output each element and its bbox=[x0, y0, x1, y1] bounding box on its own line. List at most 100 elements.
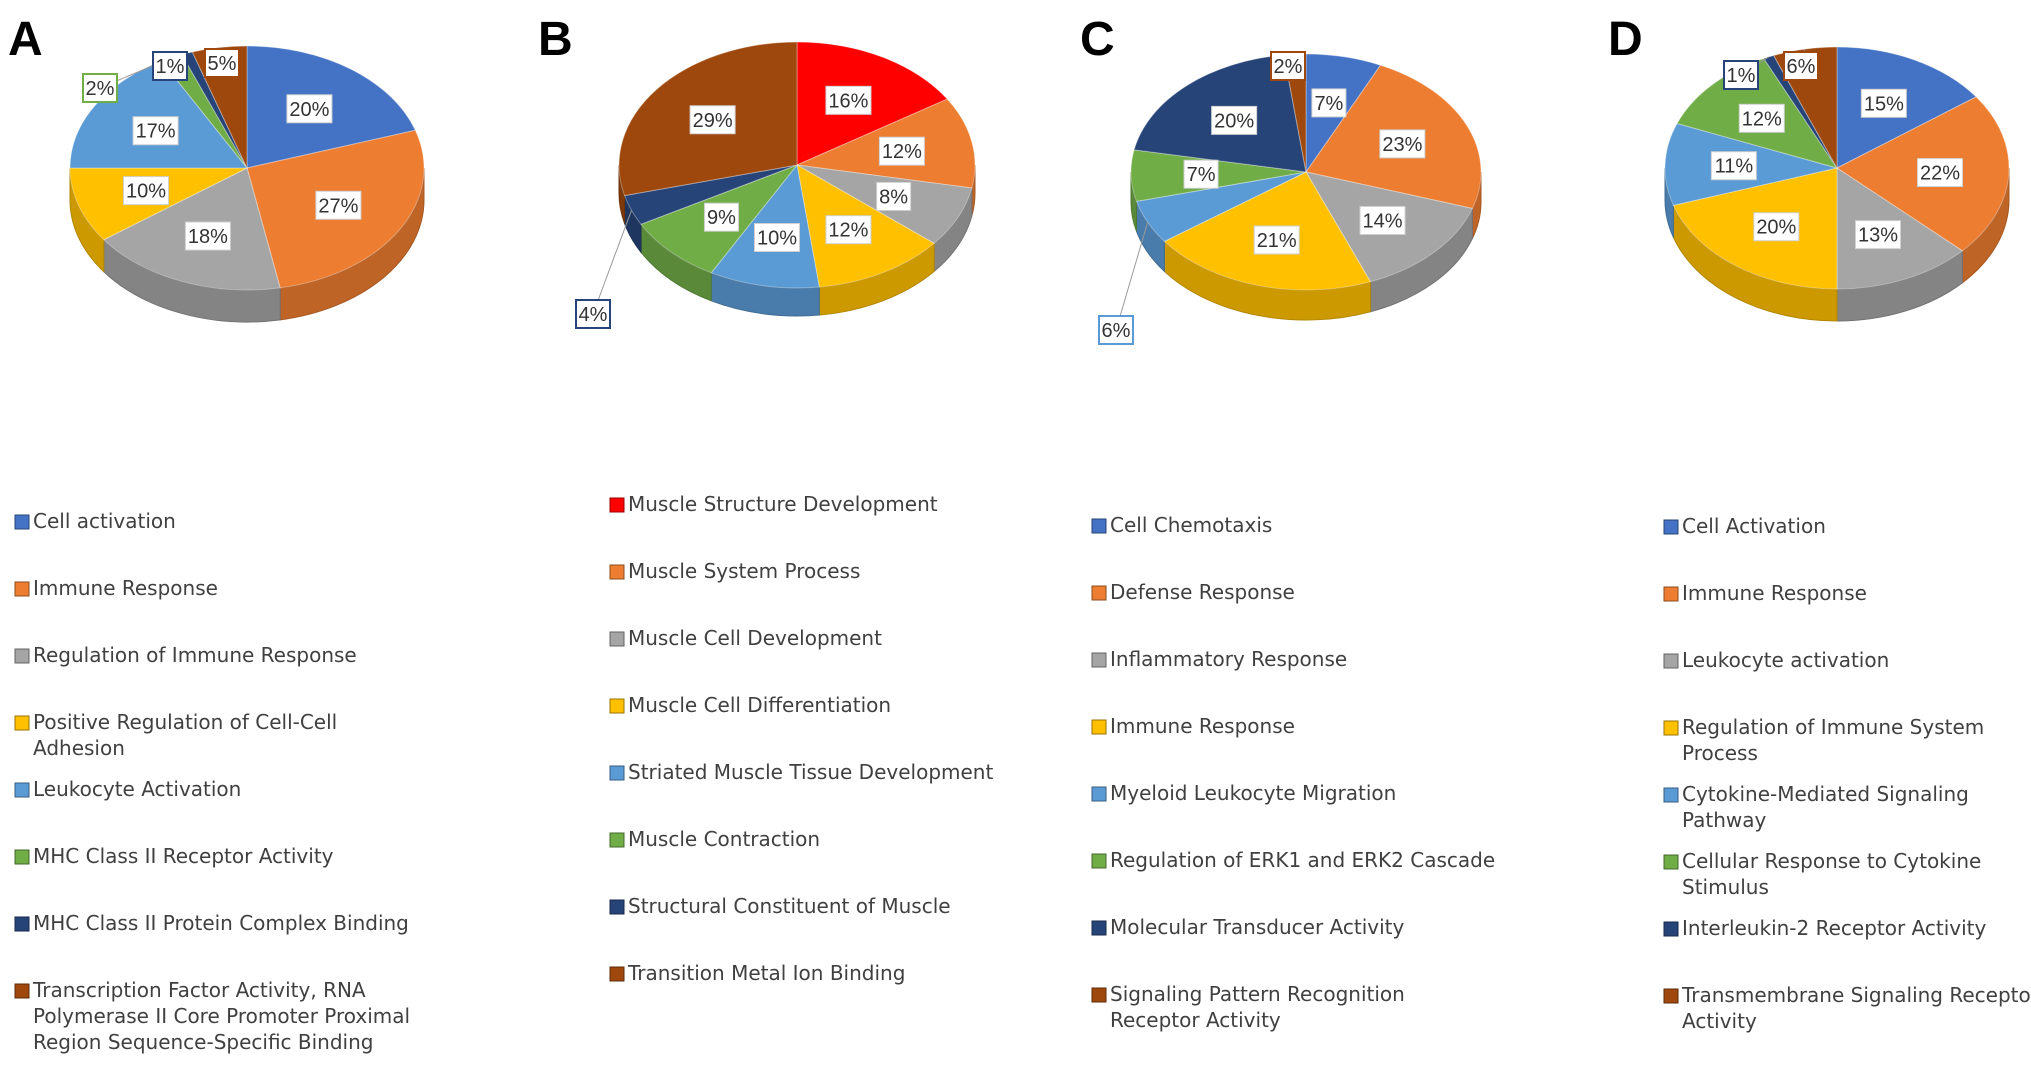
legend-entry: Myeloid Leukocyte Migration bbox=[1110, 781, 1396, 805]
legend-swatch bbox=[609, 966, 625, 982]
data-label: 5% bbox=[208, 53, 237, 75]
panel-label-d: D bbox=[1608, 13, 1643, 66]
data-label-box bbox=[1098, 315, 1134, 345]
legend-swatch bbox=[14, 648, 30, 664]
data-label: 7% bbox=[1314, 93, 1343, 115]
legend-swatch bbox=[609, 631, 625, 647]
legend-swatch bbox=[1663, 653, 1679, 669]
legend-entry: Muscle Cell Development bbox=[628, 626, 882, 650]
legend-swatch bbox=[14, 715, 30, 731]
data-label-box bbox=[1710, 151, 1757, 181]
data-label: 2% bbox=[1274, 56, 1303, 78]
data-label-box bbox=[703, 202, 739, 232]
legend-entry: Positive Regulation of Cell-Cell Adhesion bbox=[33, 710, 337, 760]
data-label: 20% bbox=[1214, 110, 1254, 132]
legend-swatch bbox=[1091, 853, 1107, 869]
data-label-box bbox=[1753, 212, 1800, 242]
leader-line bbox=[1115, 222, 1149, 331]
data-label-box bbox=[876, 181, 912, 211]
data-label: 14% bbox=[1363, 210, 1403, 232]
legend-swatch bbox=[609, 899, 625, 915]
data-label: 21% bbox=[1257, 230, 1297, 252]
data-label-box bbox=[825, 215, 872, 245]
legend-swatch bbox=[609, 832, 625, 848]
legend-swatch bbox=[14, 782, 30, 798]
data-label-box bbox=[825, 85, 872, 115]
legend-entry: Leukocyte activation bbox=[1682, 648, 1889, 672]
legend-entry: MHC Class II Receptor Activity bbox=[33, 844, 334, 868]
legend-entry: Immune Response bbox=[33, 576, 218, 600]
legend-entry: Transcription Factor Activity, RNA Polyme… bbox=[32, 978, 410, 1054]
legend-entry: Cellular Response to Cytokine Stimulus bbox=[1682, 849, 1981, 899]
data-label: 9% bbox=[707, 207, 736, 229]
legend-entry: Immune Response bbox=[1110, 714, 1295, 738]
data-label-box bbox=[1311, 88, 1347, 118]
data-label-box bbox=[82, 73, 118, 103]
data-label: 20% bbox=[1756, 217, 1796, 239]
data-label-box bbox=[315, 190, 362, 220]
legend-swatch bbox=[1663, 787, 1679, 803]
data-label: 20% bbox=[289, 99, 329, 121]
data-label: 11% bbox=[1715, 156, 1754, 178]
data-label-box bbox=[1379, 129, 1426, 159]
legend-entry: Transition Metal Ion Binding bbox=[627, 961, 905, 985]
legend-entry: Signaling Pattern Recognition Receptor Ac… bbox=[1110, 982, 1405, 1032]
data-label-box bbox=[1183, 159, 1219, 189]
legend-swatch bbox=[14, 514, 30, 530]
data-label-box bbox=[122, 176, 169, 206]
pie-depth-b bbox=[618, 164, 976, 317]
data-label-box bbox=[204, 48, 240, 78]
legend-entry: Cytokine-Mediated Signaling Pathway bbox=[1682, 782, 1969, 832]
legend-swatch bbox=[609, 765, 625, 781]
legend-swatch bbox=[1091, 518, 1107, 534]
data-label: 15% bbox=[1864, 93, 1904, 115]
data-label-box bbox=[575, 299, 611, 329]
data-label: 29% bbox=[693, 110, 733, 132]
legend-swatch bbox=[14, 849, 30, 865]
pie-chart-c: C 7% 23% 14% 21% 6% 7% 20% 2% Cell Chemotaxis Defe… bbox=[1080, 13, 1495, 1032]
data-label-box bbox=[286, 94, 333, 124]
data-label: 16% bbox=[828, 90, 868, 112]
legend-swatch bbox=[1091, 987, 1107, 1003]
legend-a: Cell activation Immune Response Regulation… bbox=[14, 509, 410, 1054]
pie-chart-b: B 16% 12% 8% 12% 10% 9% 4% 29% Muscle Structure D… bbox=[538, 13, 993, 985]
data-label: 6% bbox=[1102, 320, 1131, 342]
legend-entry: MHC Class II Protein Complex Binding bbox=[33, 911, 409, 935]
data-label-box bbox=[1738, 103, 1785, 133]
data-label-box bbox=[132, 116, 179, 146]
data-label-box bbox=[1270, 51, 1306, 81]
data-label-box bbox=[1253, 225, 1300, 255]
legend-swatch bbox=[609, 497, 625, 513]
legend-entry: Interleukin-2 Receptor Activity bbox=[1682, 916, 1987, 940]
legend-swatch bbox=[609, 698, 625, 714]
panel-label-a: A bbox=[8, 13, 43, 66]
data-label-box bbox=[1783, 51, 1819, 81]
legend-swatch bbox=[609, 564, 625, 580]
panel-label-c: C bbox=[1080, 13, 1115, 66]
legend-swatch bbox=[1663, 519, 1679, 535]
data-label-box bbox=[1916, 158, 1963, 188]
legend-entry: Structural Constituent of Muscle bbox=[628, 894, 951, 918]
legend-entry: Transmembrane Signaling Receptor Activity bbox=[1681, 983, 2031, 1033]
data-label: 6% bbox=[1787, 56, 1816, 78]
data-label-box bbox=[152, 51, 188, 81]
data-label: 12% bbox=[1742, 108, 1782, 130]
data-label: 2% bbox=[86, 78, 115, 100]
legend-entry: Muscle Cell Differentiation bbox=[628, 693, 891, 717]
legend-entry: Regulation of Immune System Process bbox=[1682, 715, 1984, 765]
legend-entry: Regulation of Immune Response bbox=[33, 643, 357, 667]
data-label: 1% bbox=[1727, 65, 1756, 87]
data-label: 12% bbox=[882, 141, 922, 163]
legend-c: Cell Chemotaxis Defense Response Inflammat… bbox=[1091, 513, 1495, 1032]
data-label-box bbox=[753, 222, 800, 252]
legend-entry: Muscle Contraction bbox=[628, 827, 820, 851]
legend-swatch bbox=[1663, 586, 1679, 602]
data-label: 23% bbox=[1382, 134, 1422, 156]
legend-entry: Inflammatory Response bbox=[1110, 647, 1347, 671]
data-label-box bbox=[1359, 205, 1406, 235]
data-label: 7% bbox=[1187, 164, 1216, 186]
legend-entry: Muscle System Process bbox=[628, 559, 860, 583]
data-label: 13% bbox=[1858, 225, 1898, 247]
legend-entry: Cell Chemotaxis bbox=[1110, 513, 1272, 537]
legend-swatch bbox=[1091, 920, 1107, 936]
